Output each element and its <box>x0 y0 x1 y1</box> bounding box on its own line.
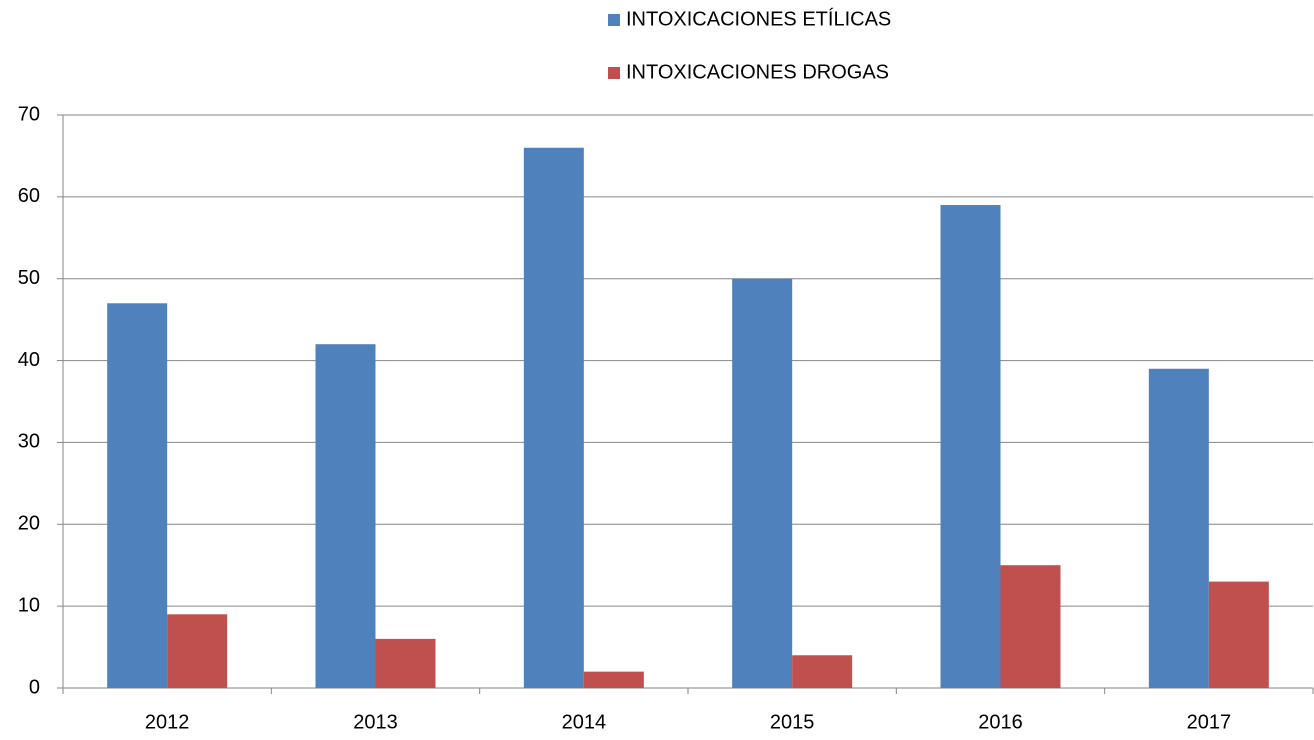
y-tick-label: 0 <box>29 676 40 698</box>
y-tick-label: 30 <box>18 431 40 453</box>
legend-swatch <box>608 67 620 79</box>
x-tick-label: 2013 <box>353 711 398 733</box>
x-tick-label: 2015 <box>770 711 815 733</box>
bar <box>1148 368 1209 688</box>
y-tick-label: 40 <box>18 349 40 371</box>
y-tick-label: 20 <box>18 513 40 535</box>
bar <box>315 344 376 688</box>
x-tick-label: 2016 <box>978 711 1023 733</box>
bar <box>107 303 168 688</box>
x-tick-label: 2017 <box>1187 711 1232 733</box>
bar <box>523 147 584 688</box>
y-tick-label: 50 <box>18 267 40 289</box>
legend-swatch <box>608 14 620 26</box>
y-tick-label: 10 <box>18 594 40 616</box>
legend-label: INTOXICACIONES DROGAS <box>626 61 889 83</box>
bar <box>792 655 853 688</box>
y-tick-label: 60 <box>18 185 40 207</box>
x-tick-label: 2012 <box>145 711 190 733</box>
bar <box>1208 581 1269 688</box>
x-tick-label: 2014 <box>562 711 607 733</box>
bar <box>940 205 1001 689</box>
bar <box>167 614 228 688</box>
bar <box>1000 565 1061 688</box>
bar <box>583 671 644 688</box>
bar <box>375 638 436 688</box>
legend-label: INTOXICACIONES ETÍLICAS <box>626 7 891 30</box>
bar <box>732 278 793 688</box>
y-tick-label: 70 <box>18 103 40 125</box>
